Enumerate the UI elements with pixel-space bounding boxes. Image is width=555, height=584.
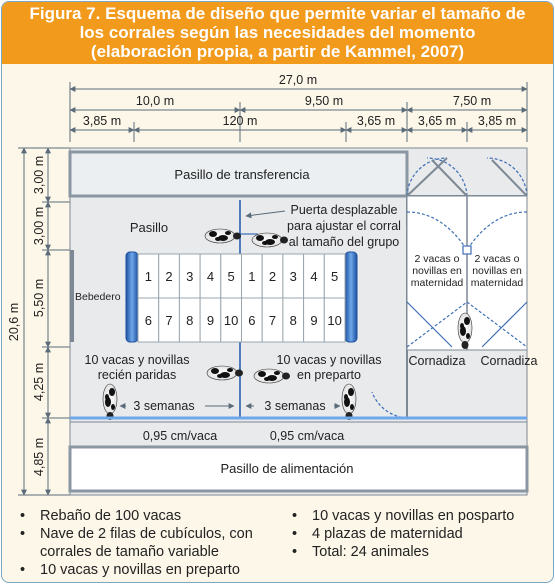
stall-grid: 1 2 3 4 5 1 2 3 4 56 7 8 9 10 6 7 8 9 10 <box>137 253 346 343</box>
stall-number: 5 <box>228 269 235 284</box>
stall-number: 9 <box>207 313 214 328</box>
horizontal-dimensions <box>69 82 528 142</box>
dim-h1-label: 3,00 m <box>32 156 46 194</box>
stall-number: 6 <box>248 313 255 328</box>
dim-h5-label: 4,85 m <box>32 438 46 476</box>
weeks-left-label: 3 semanas <box>133 399 194 413</box>
group-left-line1: 10 vacas y novillas <box>85 353 190 367</box>
stall-cell <box>323 297 346 343</box>
water-trough-right <box>344 251 358 343</box>
feeding-alley-label: Pasillo de alimentación <box>221 461 354 476</box>
dim-sub-5-label: 3,85 m <box>478 114 516 128</box>
stall-number: 10 <box>327 313 341 328</box>
cornadiza-left-label: Cornadiza <box>409 354 466 368</box>
weeks-right-label: 3 semanas <box>264 399 325 413</box>
door-note-line2: para ajustar el corral <box>287 219 401 233</box>
dim-right-label: 7,50 m <box>453 94 491 108</box>
dim-middle-label: 9,50 m <box>305 94 343 108</box>
stall-number: 3 <box>186 269 193 284</box>
trough-left-label: 0,95 cm/vaca <box>143 429 217 443</box>
cow-icon <box>204 228 241 244</box>
dim-sub-1-label: 3,85 m <box>83 114 121 128</box>
stall-number: 4 <box>310 269 317 284</box>
dim-total-label: 27,0 m <box>279 73 317 87</box>
caption-line-1: Figura 7. Esquema de diseño que permite … <box>29 4 526 23</box>
stall-number: 9 <box>310 313 317 328</box>
bullet-item: • Nave de 2 filas de cubículos, con <box>20 526 253 542</box>
bullet-item: • 10 vacas y novillas en posparto <box>292 508 515 524</box>
dim-sub-3-label: 3,65 m <box>357 114 395 128</box>
bullet-item: • Total: 24 animales <box>292 544 429 560</box>
dim-h3-label: 5,50 m <box>32 279 46 317</box>
maternity-left-line3: maternidad <box>411 277 464 289</box>
cows-group <box>102 228 473 420</box>
cow-icon <box>457 312 473 349</box>
bullet-item-continuation: corrales de tamaño variable <box>40 544 219 560</box>
stall-number: 1 <box>248 269 255 284</box>
stall-number: 10 <box>224 313 238 328</box>
trough-right-label: 0,95 cm/vaca <box>270 429 344 443</box>
stall-number: 7 <box>269 313 276 328</box>
maternity-right-line1: 2 vacas o <box>475 253 520 265</box>
stall-number: 8 <box>186 313 193 328</box>
cow-icon <box>251 232 288 248</box>
stall-number: 2 <box>269 269 276 284</box>
dim-h4-label: 4,25 m <box>32 363 46 401</box>
group-left-line2: recién paridas <box>98 368 177 382</box>
summary-bullets: • Rebaño de 100 vacas • Nave de 2 filas de… <box>2 502 553 582</box>
caption-line-3: (elaboración propia, a partir de Kammel,… <box>90 42 465 61</box>
pasillo-label: Pasillo <box>130 220 168 235</box>
dim-total-height-label: 20,6 m <box>7 303 21 341</box>
door-note-line1: Puerta desplazable <box>290 203 397 217</box>
dim-left-label: 10,0 m <box>136 94 174 108</box>
maternity-gate-post <box>462 245 472 255</box>
transfer-alley <box>68 150 409 198</box>
maternity-left-line1: 2 vacas o <box>415 253 460 265</box>
cow-icon <box>341 383 357 420</box>
bullet-item: • Rebaño de 100 vacas <box>20 508 182 524</box>
group-right-line2: en preparto <box>297 368 361 382</box>
maternity-right-line3: maternidad <box>471 277 524 289</box>
door-note-line3: al tamaño del grupo <box>289 235 400 249</box>
feeding-alley <box>68 445 529 493</box>
stall-number: 4 <box>207 269 214 284</box>
figure-caption: Figura 7. Esquema de diseño que permite … <box>2 2 553 64</box>
stall-number: 6 <box>145 313 152 328</box>
cow-icon <box>206 365 243 381</box>
bullet-item: • 10 vacas y novillas en preparto <box>20 562 240 578</box>
stall-number: 8 <box>290 313 297 328</box>
dim-h2-label: 3,00 m <box>32 207 46 245</box>
water-trough-label: Bebedero <box>75 291 121 303</box>
stall-number: 1 <box>145 269 152 284</box>
stall-number: 5 <box>331 269 338 284</box>
stall-number: 7 <box>165 313 172 328</box>
vertical-dimensions <box>18 147 70 496</box>
maternity-left-line2: novillas en <box>412 265 462 277</box>
dim-sub-4-label: 3,65 m <box>418 114 456 128</box>
cornadiza-right-label: Cornadiza <box>481 354 538 368</box>
cow-icon <box>102 383 118 420</box>
group-right-line1: 10 vacas y novillas <box>277 353 382 367</box>
stall-number: 2 <box>165 269 172 284</box>
water-trough-left <box>125 251 139 343</box>
stall-number: 3 <box>290 269 297 284</box>
cow-icon <box>253 368 290 384</box>
dim-sub-2-label: 120 m <box>223 114 258 128</box>
maternity-right-line2: novillas en <box>472 265 522 277</box>
barn-layout-diagram: 27,0 m 10,0 m 9,50 m 7,50 m 3,85 m 120 m… <box>7 73 538 496</box>
swing-gates <box>371 157 528 419</box>
caption-line-2: los corrales según las necesidades del m… <box>79 23 476 42</box>
bullet-item: • 4 plazas de maternidad <box>292 526 463 542</box>
transfer-alley-label: Pasillo de transferencia <box>174 167 310 182</box>
